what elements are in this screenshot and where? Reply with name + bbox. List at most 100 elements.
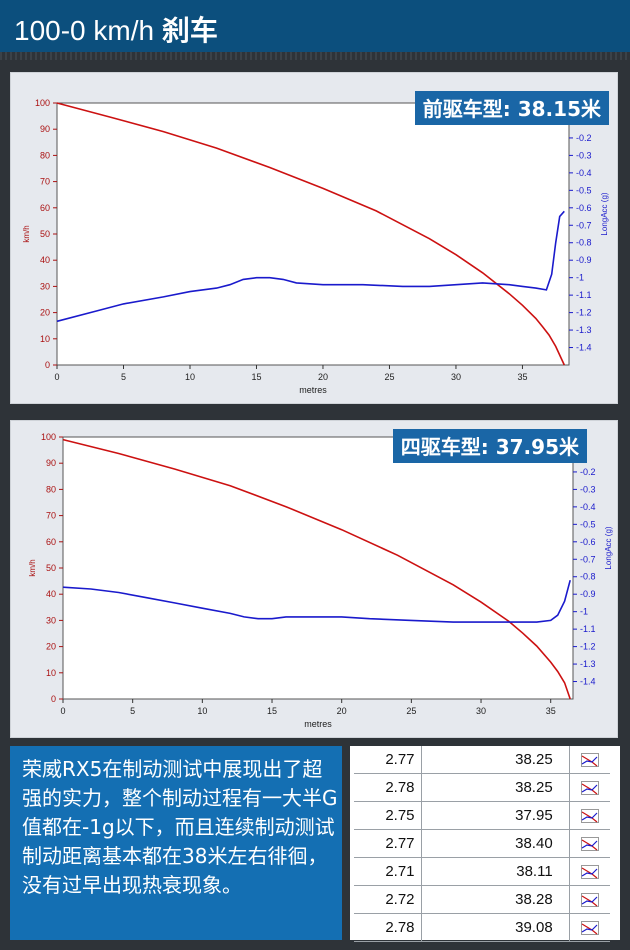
awd-distance-badge: 四驱车型: 37.95米 — [392, 429, 587, 463]
y-right-tick-label: -0.5 — [580, 519, 596, 529]
x-tick-label: 0 — [60, 706, 65, 716]
time-cell: 2.72 — [354, 885, 422, 914]
graph-icon-cell — [568, 773, 610, 802]
y-right-tick-label: -1.2 — [580, 642, 596, 652]
y-left-tick-label: 90 — [46, 458, 56, 468]
x-tick-label: 25 — [406, 706, 416, 716]
x-tick-label: 30 — [451, 372, 461, 382]
y-right-tick-label: -0.3 — [576, 150, 592, 160]
distance-cell: 38.25 — [420, 773, 570, 802]
y-left-axis-label: km/h — [22, 225, 31, 242]
table-row: 2.78 38.25 — [354, 773, 610, 802]
y-left-tick-label: 60 — [46, 537, 56, 547]
x-tick-label: 5 — [130, 706, 135, 716]
y-right-tick-label: -1.4 — [580, 677, 596, 687]
speed-series-line — [62, 438, 571, 700]
y-left-tick-label: 100 — [41, 432, 56, 442]
y-left-tick-label: 40 — [40, 255, 50, 265]
results-table: 2.77 38.25 2.78 38.25 2.75 37.95 2.77 38.40 2.71… — [350, 746, 620, 942]
y-right-tick-label: -0.9 — [576, 255, 592, 265]
graph-icon-cell — [568, 801, 610, 830]
x-tick-label: 20 — [337, 706, 347, 716]
awd-braking-chart: 0 5 10 15 20 25 30 35 metres 0 10 20 30 40 50 60 70 80 90 1… — [28, 432, 613, 729]
graph-icon-cell — [568, 885, 610, 914]
page-title: 100-0 km/h 刹车 — [14, 9, 218, 49]
y-right-tick-label: -0.9 — [580, 589, 596, 599]
y-left-tick-label: 30 — [40, 281, 50, 291]
fwd-braking-chart: 0 5 10 15 20 25 30 35 metres 0 10 20 30 40 50 60 70 80 90 1… — [22, 98, 609, 395]
distance-cell: 38.11 — [420, 857, 570, 886]
y-left-tick-label: 10 — [40, 334, 50, 344]
graph-icon-cell — [568, 829, 610, 858]
y-right-tick-label: -0.7 — [580, 554, 596, 564]
page-title-cn: 刹车 — [161, 14, 218, 47]
y-right-tick-label: -0.6 — [580, 537, 596, 547]
y-right-tick-label: -1.4 — [576, 343, 592, 353]
mini-graph-icon — [580, 893, 599, 908]
y-left-tick-label: 0 — [45, 360, 50, 370]
y-right-tick-label: -0.3 — [580, 484, 596, 494]
y-left-tick-label: 100 — [35, 98, 50, 108]
time-cell: 2.77 — [354, 829, 422, 858]
y-right-tick-label: -0.6 — [576, 203, 592, 213]
y-right-tick-label: -0.5 — [576, 185, 592, 195]
x-tick-label: 25 — [384, 372, 394, 382]
x-tick-label: 0 — [54, 372, 59, 382]
x-tick-label: 15 — [267, 706, 277, 716]
y-left-tick-label: 70 — [46, 511, 56, 521]
time-cell: 2.77 — [354, 746, 422, 774]
distance-cell: 39.08 — [420, 913, 570, 942]
mini-graph-icon — [580, 753, 599, 768]
y-right-tick-label: -0.2 — [576, 133, 592, 143]
graph-icon-cell — [568, 913, 610, 942]
page-title-latin: 100-0 km/h — [14, 15, 155, 46]
graph-icon-cell — [568, 746, 610, 774]
fwd-chart-panel: 0 5 10 15 20 25 30 35 metres 0 10 20 30 40 50 60 70 80 90 1… — [10, 72, 618, 404]
time-cell: 2.78 — [354, 913, 422, 942]
summary-note: 荣威RX5在制动测试中展现出了超强的实力，整个制动过程有一大半G值都在-1g以下… — [10, 746, 342, 940]
x-axis-label: metres — [299, 385, 327, 395]
table-row: 2.78 39.08 — [354, 913, 610, 942]
header-divider — [0, 52, 630, 60]
y-right-tick-label: -1.2 — [576, 308, 592, 318]
time-cell: 2.75 — [354, 801, 422, 830]
y-right-tick-label: -1.1 — [580, 624, 596, 634]
y-left-tick-label: 20 — [46, 642, 56, 652]
table-row: 2.77 38.25 — [354, 746, 610, 774]
mini-graph-icon — [580, 809, 599, 824]
distance-cell: 38.28 — [420, 885, 570, 914]
fwd-distance-badge: 前驱车型: 38.15米 — [414, 91, 609, 125]
x-tick-label: 20 — [318, 372, 328, 382]
x-tick-label: 15 — [251, 372, 261, 382]
y-right-tick-label: -1.3 — [576, 325, 592, 335]
mini-graph-icon — [580, 921, 599, 936]
x-tick-label: 35 — [546, 706, 556, 716]
table-row: 2.77 38.40 — [354, 829, 610, 858]
y-left-axis-label: km/h — [28, 559, 37, 576]
mini-graph-icon — [580, 781, 599, 796]
y-left-tick-label: 80 — [40, 150, 50, 160]
table-row: 2.75 37.95 — [354, 801, 610, 830]
distance-cell: 37.95 — [420, 801, 570, 830]
y-left-tick-label: 50 — [40, 229, 50, 239]
y-left-tick-label: 60 — [40, 203, 50, 213]
y-left-tick-label: 30 — [46, 615, 56, 625]
y-right-tick-label: -0.7 — [576, 220, 592, 230]
awd-chart-panel: 0 5 10 15 20 25 30 35 metres 0 10 20 30 40 50 60 70 80 90 1… — [10, 420, 618, 738]
x-axis-label: metres — [304, 719, 332, 729]
time-cell: 2.71 — [354, 857, 422, 886]
distance-cell: 38.40 — [420, 829, 570, 858]
y-right-tick-label: -0.8 — [580, 572, 596, 582]
summary-text: 荣威RX5在制动测试中展现出了超强的实力，整个制动过程有一大半G值都在-1g以下… — [22, 757, 338, 897]
y-left-tick-label: 70 — [40, 177, 50, 187]
y-left-tick-label: 0 — [51, 694, 56, 704]
y-right-tick-label: -1.1 — [576, 290, 592, 300]
y-right-tick-label: -0.8 — [576, 238, 592, 248]
graph-icon-cell — [568, 857, 610, 886]
y-left-tick-label: 90 — [40, 124, 50, 134]
y-left-tick-label: 20 — [40, 308, 50, 318]
y-right-axis-label: LongAcc (g) — [600, 192, 609, 235]
plot-area — [56, 102, 570, 366]
time-cell: 2.78 — [354, 773, 422, 802]
y-right-tick-label: -0.4 — [580, 502, 596, 512]
